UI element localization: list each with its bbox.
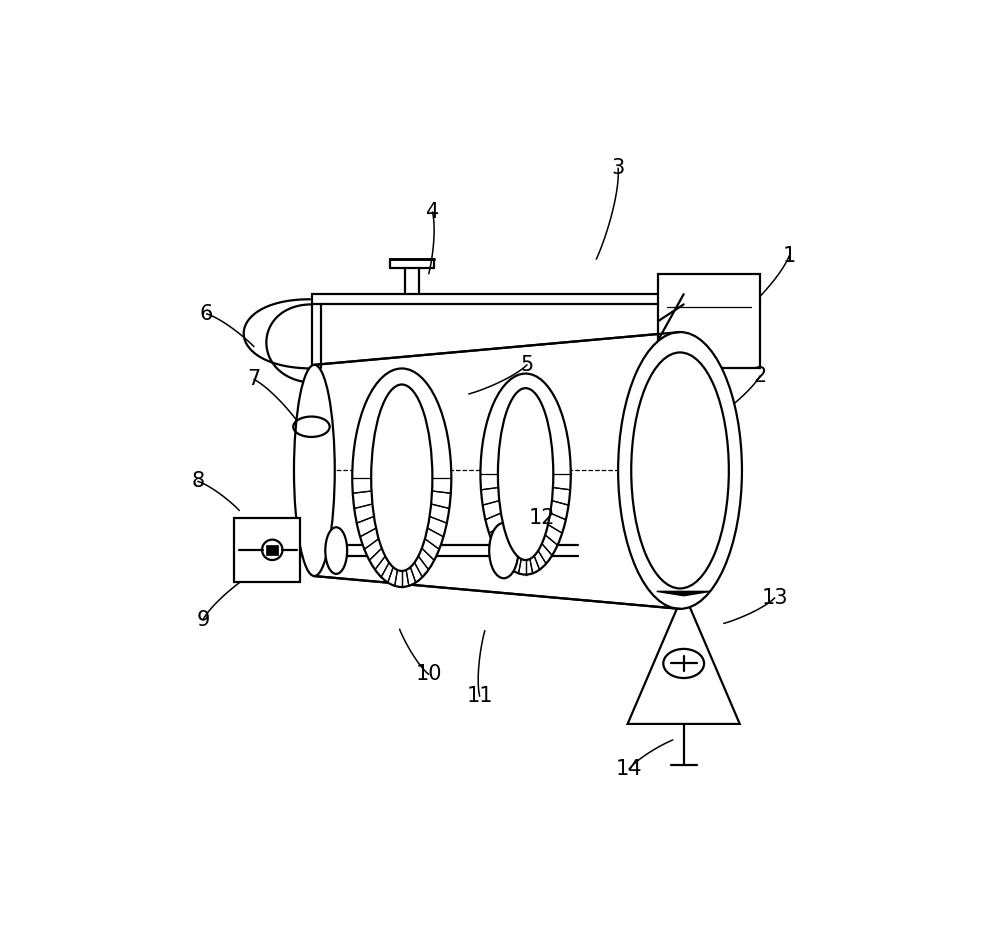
Ellipse shape bbox=[618, 332, 742, 609]
Text: 3: 3 bbox=[611, 158, 625, 178]
Text: 4: 4 bbox=[426, 201, 439, 222]
Text: 13: 13 bbox=[761, 587, 788, 608]
Text: 12: 12 bbox=[528, 508, 555, 528]
Ellipse shape bbox=[294, 365, 335, 576]
FancyBboxPatch shape bbox=[658, 273, 760, 369]
Polygon shape bbox=[657, 591, 711, 596]
Ellipse shape bbox=[489, 523, 518, 578]
Text: 11: 11 bbox=[466, 686, 493, 707]
FancyBboxPatch shape bbox=[234, 517, 300, 582]
Text: 5: 5 bbox=[520, 355, 534, 375]
Text: 6: 6 bbox=[200, 304, 213, 324]
Text: 7: 7 bbox=[247, 369, 261, 390]
Ellipse shape bbox=[325, 527, 347, 574]
Text: 14: 14 bbox=[616, 759, 642, 780]
Text: 9: 9 bbox=[196, 610, 210, 630]
Ellipse shape bbox=[352, 369, 451, 587]
Ellipse shape bbox=[371, 384, 432, 571]
Text: 10: 10 bbox=[415, 664, 442, 684]
FancyBboxPatch shape bbox=[266, 545, 278, 555]
Ellipse shape bbox=[480, 374, 571, 574]
Ellipse shape bbox=[498, 388, 553, 560]
Text: 2: 2 bbox=[754, 366, 767, 386]
Text: 8: 8 bbox=[191, 471, 204, 491]
Text: 1: 1 bbox=[783, 246, 796, 266]
